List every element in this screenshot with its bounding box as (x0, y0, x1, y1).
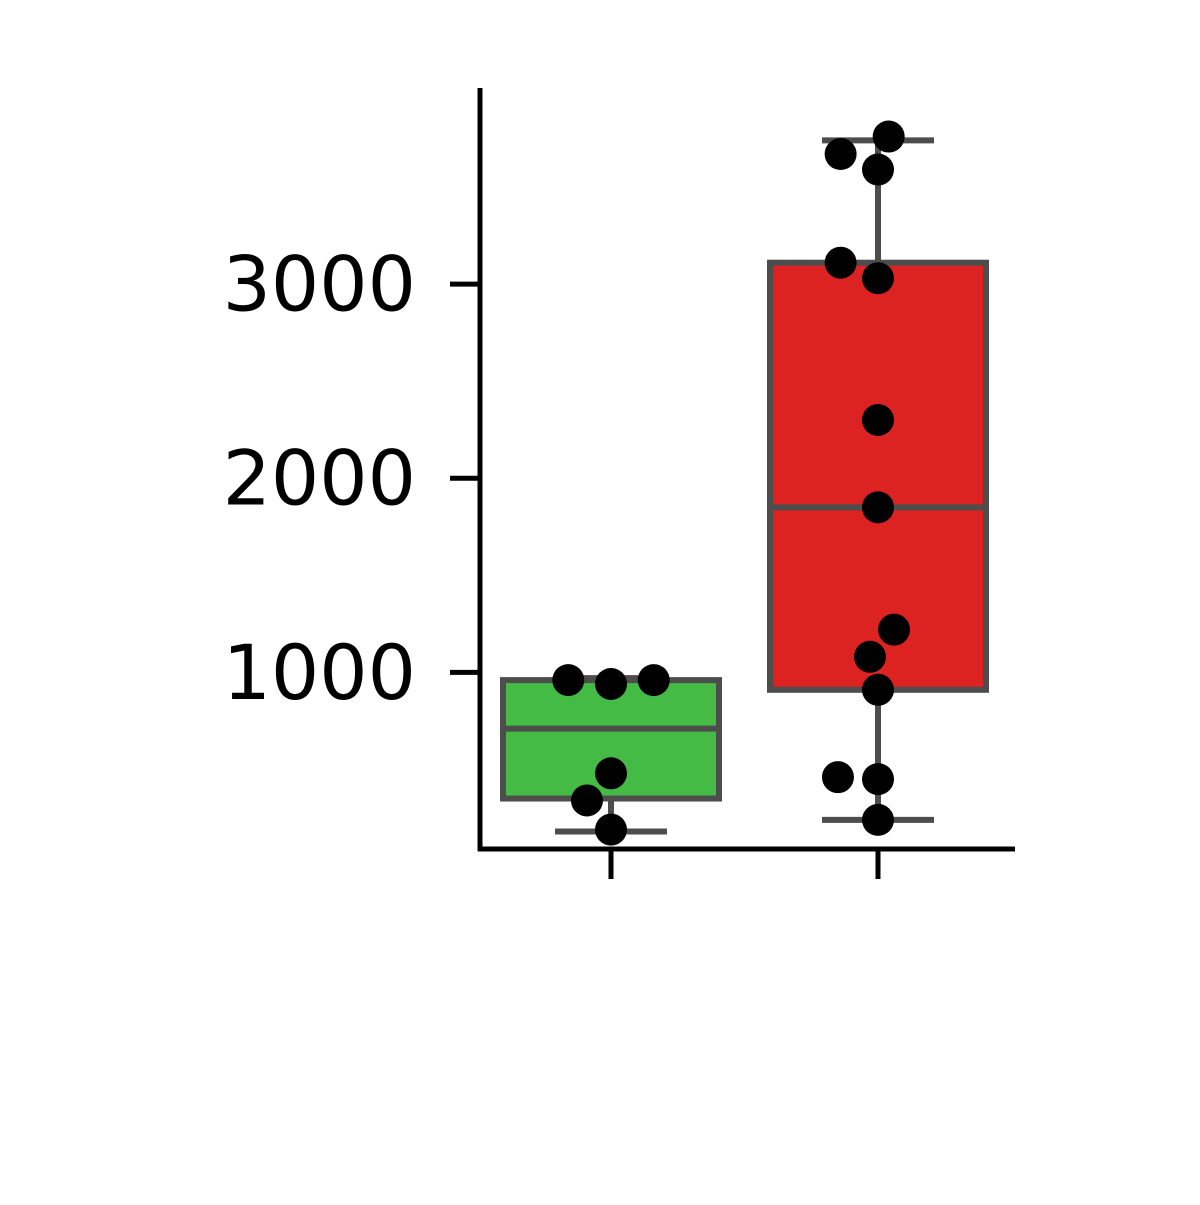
y-tick-label: 1000 (223, 628, 416, 717)
data-point (637, 664, 670, 697)
data-point (552, 664, 585, 697)
data-point (595, 667, 627, 700)
boxes-layer (500, 137, 989, 835)
points-layer (552, 120, 911, 846)
axes-layer: 1000 2000 3000 (223, 88, 1015, 879)
data-point (853, 640, 886, 673)
y-tick-label: 3000 (223, 240, 416, 329)
data-point (862, 262, 894, 295)
data-point (872, 120, 905, 153)
box-group-2 (767, 137, 989, 823)
data-point (824, 138, 857, 171)
data-point (862, 803, 894, 836)
iqr-box (767, 259, 989, 693)
data-point (821, 761, 854, 794)
data-point (862, 403, 894, 436)
data-point (595, 757, 627, 790)
y-tick-label: 2000 (223, 434, 416, 523)
data-point (878, 613, 911, 646)
data-point (862, 763, 894, 796)
data-point (570, 784, 603, 817)
box-group-1 (500, 675, 722, 835)
data-point (824, 246, 857, 279)
data-point (862, 153, 894, 186)
data-point (595, 813, 627, 846)
data-point (862, 491, 894, 524)
data-point (862, 673, 894, 706)
